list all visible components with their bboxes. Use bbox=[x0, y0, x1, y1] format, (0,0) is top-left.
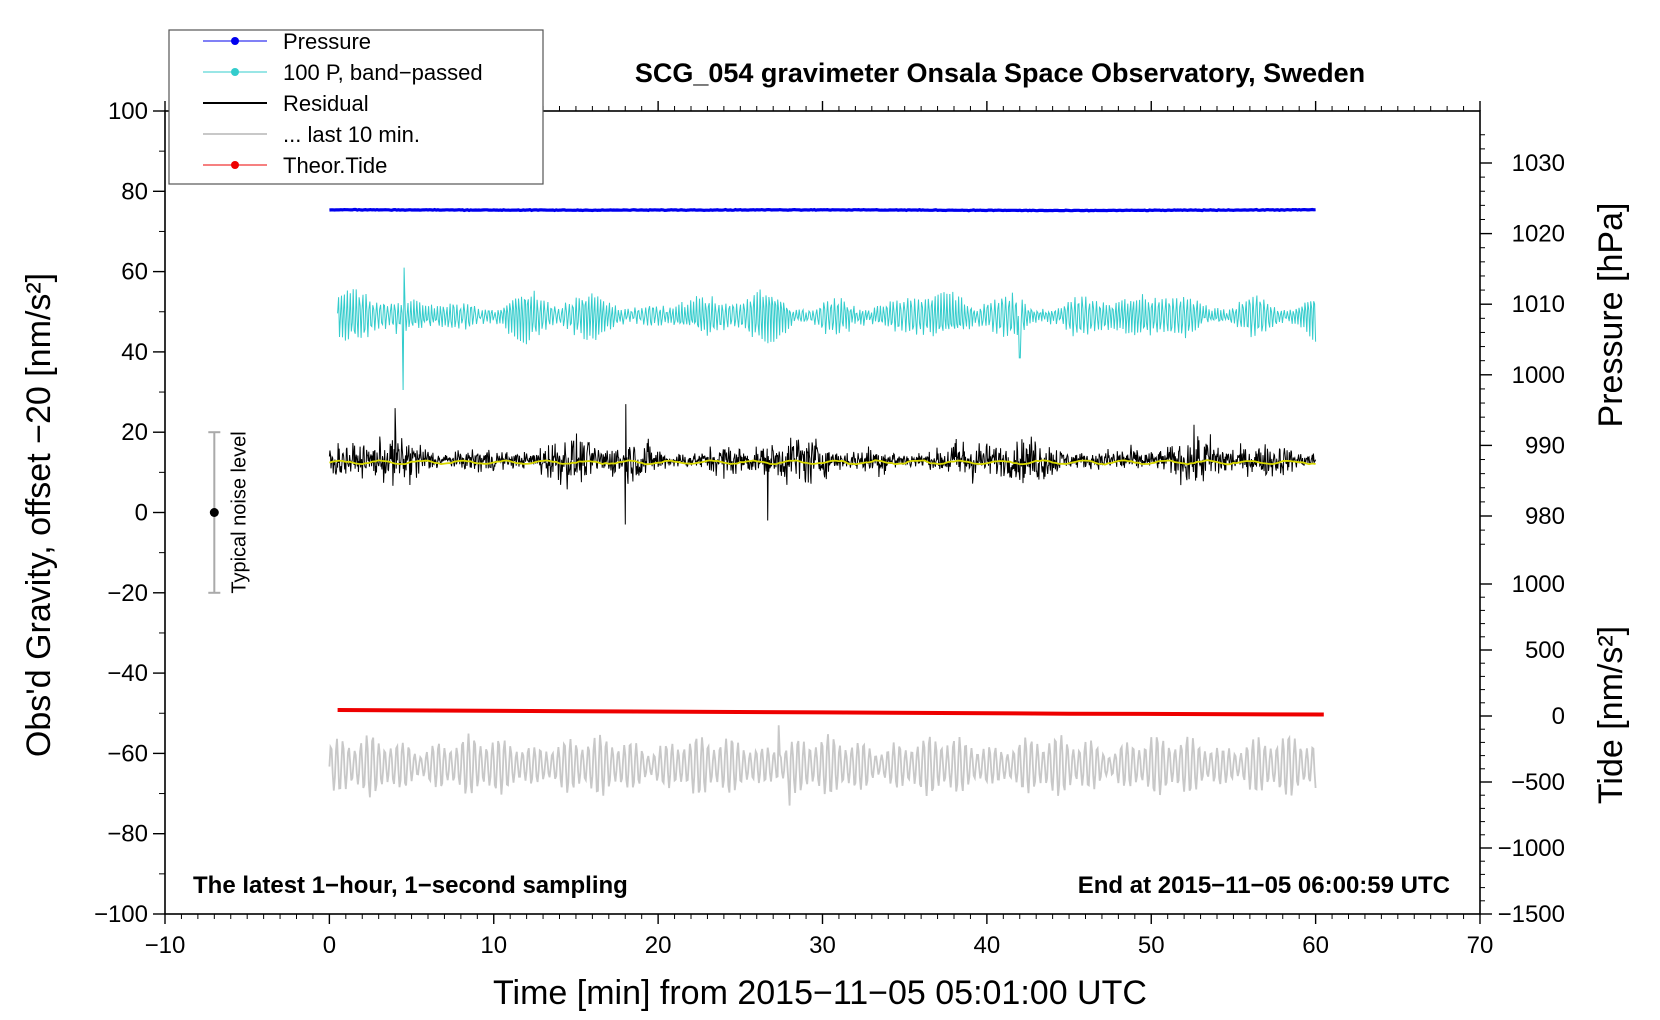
pressure-tick-label: 980 bbox=[1525, 503, 1565, 530]
x-tick-label: 70 bbox=[1467, 932, 1494, 959]
x-axis-ticks: −10 0 10 20 30 40 50 60 70 bbox=[145, 101, 1494, 959]
legend: Pressure 100 P, band−passed Residual ... la… bbox=[168, 29, 544, 185]
legend-label: ... last 10 min. bbox=[283, 122, 420, 147]
x-tick-label: 50 bbox=[1138, 932, 1165, 959]
y-tick-label: 80 bbox=[121, 178, 148, 205]
y-axis-ticks: −100 −80 −60 −40 −20 0 20 40 60 80 100 bbox=[94, 98, 165, 928]
legend-swatch-dot bbox=[231, 37, 239, 45]
pressure-tick-label: 1020 bbox=[1512, 221, 1565, 248]
legend-label: Theor.Tide bbox=[283, 153, 387, 178]
x-tick-label: 60 bbox=[1302, 932, 1329, 959]
series-last10min-line bbox=[328, 725, 1317, 806]
y-tick-label: −20 bbox=[107, 580, 148, 607]
x-tick-label: −10 bbox=[145, 932, 186, 959]
tide-axis-ticks: −1500 −1000 −500 0 500 1000 bbox=[1480, 571, 1565, 928]
y-tick-label: −60 bbox=[107, 740, 148, 767]
series-pressure-line bbox=[329, 207, 1316, 213]
noise-level-label: Typical noise level bbox=[228, 431, 250, 593]
tide-tick-label: −1000 bbox=[1498, 835, 1565, 862]
y-tick-label: −40 bbox=[107, 660, 148, 687]
legend-swatch-dot bbox=[231, 161, 239, 169]
legend-box bbox=[168, 29, 544, 185]
noise-bar-center-dot bbox=[209, 508, 219, 517]
series-residual-line bbox=[328, 404, 1317, 525]
y-tick-label: 60 bbox=[121, 259, 148, 286]
series-bandpassed-line bbox=[337, 267, 1317, 391]
tide-tick-label: 0 bbox=[1552, 703, 1565, 730]
legend-label: 100 P, band−passed bbox=[283, 60, 483, 85]
series-tide-line bbox=[337, 708, 1324, 717]
y-tick-label: 100 bbox=[108, 98, 148, 125]
pressure-tick-label: 1000 bbox=[1512, 362, 1565, 389]
pressure-tick-label: 1030 bbox=[1512, 150, 1565, 177]
pressure-tick-label: 1010 bbox=[1512, 291, 1565, 318]
y-tick-label: −80 bbox=[107, 821, 148, 848]
annotation-end-time: End at 2015−11−05 06:00:59 UTC bbox=[1078, 872, 1450, 899]
tide-tick-label: −500 bbox=[1511, 769, 1565, 796]
y-axis-label: Obs'd Gravity, offset −20 [nm/s²] bbox=[20, 273, 58, 757]
tide-axis-label: Tide [nm/s²] bbox=[1592, 626, 1630, 804]
noise-level-bar: Typical noise level bbox=[208, 431, 250, 594]
annotation-sampling: The latest 1−hour, 1−second sampling bbox=[193, 872, 628, 899]
y-tick-label: 20 bbox=[121, 419, 148, 446]
legend-swatch-dot bbox=[231, 68, 239, 76]
pressure-tick-label: 990 bbox=[1525, 432, 1565, 459]
x-tick-label: 40 bbox=[974, 932, 1001, 959]
y-tick-label: 0 bbox=[135, 500, 148, 527]
x-tick-label: 0 bbox=[323, 932, 336, 959]
tide-tick-label: 500 bbox=[1525, 637, 1565, 664]
pressure-axis-label: Pressure [hPa] bbox=[1592, 203, 1630, 428]
x-tick-label: 10 bbox=[480, 932, 507, 959]
x-axis-label: Time [min] from 2015−11−05 05:01:00 UTC bbox=[493, 974, 1147, 1012]
y-tick-label: −100 bbox=[94, 901, 148, 928]
y-tick-label: 40 bbox=[121, 339, 148, 366]
tide-tick-label: −1500 bbox=[1498, 901, 1565, 928]
series-smoothed-residual-line bbox=[329, 459, 1316, 466]
chart-title: SCG_054 gravimeter Onsala Space Observat… bbox=[635, 58, 1365, 88]
series-group bbox=[328, 207, 1324, 806]
x-tick-label: 30 bbox=[809, 932, 836, 959]
x-tick-label: 20 bbox=[645, 932, 672, 959]
legend-label: Residual bbox=[283, 91, 369, 116]
legend-label: Pressure bbox=[283, 29, 371, 54]
tide-tick-label: 1000 bbox=[1512, 571, 1565, 598]
pressure-axis-ticks: 980 990 1000 1010 1020 1030 bbox=[1480, 150, 1565, 530]
